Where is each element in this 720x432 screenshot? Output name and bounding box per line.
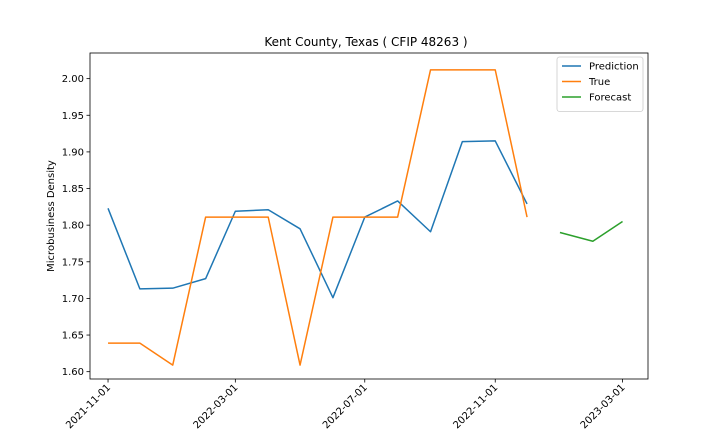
legend-label-true: True: [588, 77, 610, 88]
legend-box: [556, 56, 644, 112]
y-axis-label: Microbusiness Density: [46, 160, 57, 272]
chart-title: Kent County, Texas ( CFIP 48263 ): [264, 35, 467, 49]
y-tick-label: 1.90: [62, 147, 84, 158]
axes-frame: [89, 52, 649, 380]
series-line-prediction: [107, 140, 528, 299]
x-tick-label: 2022-03-01: [192, 382, 241, 431]
y-tick-label: 1.80: [62, 221, 84, 232]
legend-label-forecast: Forecast: [589, 93, 631, 104]
x-tick-label: 2023-03-01: [579, 382, 628, 431]
y-tick-label: 1.75: [62, 257, 84, 268]
x-tick-label: 2022-11-01: [451, 382, 500, 431]
y-tick-label: 1.65: [62, 331, 84, 342]
y-tick-label: 1.95: [62, 111, 84, 122]
x-tick-label: 2021-11-01: [64, 382, 113, 431]
y-tick-label: 1.85: [62, 184, 84, 195]
y-tick-label: 1.60: [62, 367, 84, 378]
series-line-forecast: [559, 220, 623, 243]
y-tick-label: 1.70: [62, 294, 84, 305]
y-tick-label: 2.00: [62, 74, 84, 85]
x-tick-label: 2022-07-01: [321, 382, 370, 431]
series-line-true: [108, 69, 528, 366]
legend-label-prediction: Prediction: [589, 62, 639, 73]
legend: Prediction True Forecast: [556, 56, 644, 112]
